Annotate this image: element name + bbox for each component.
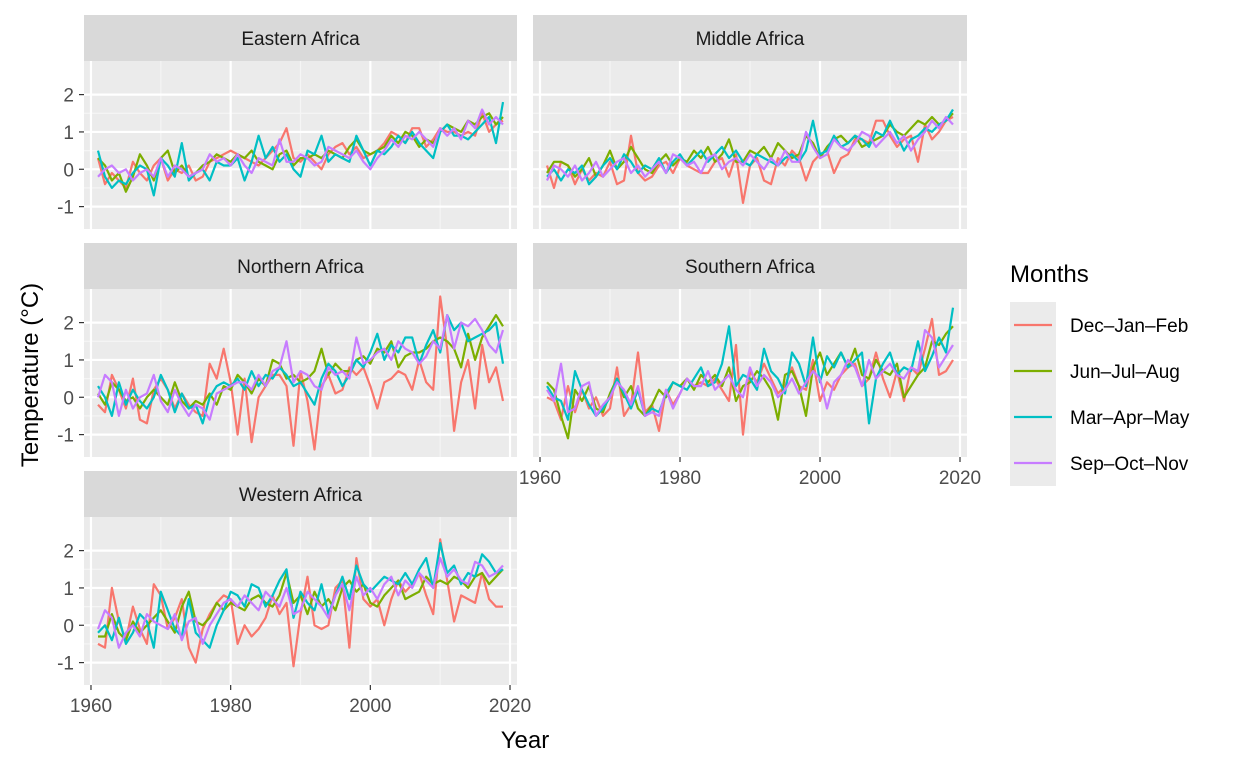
series-line-sep-oct-nov bbox=[96, 314, 505, 421]
x-axis-title: Year bbox=[501, 727, 550, 754]
legend-label-mar-apr-may: Mar–Apr–May bbox=[1070, 408, 1190, 429]
legend-label-sep-oct-nov: Sep–Oct–Nov bbox=[1070, 454, 1189, 475]
facet-strip-label: Eastern Africa bbox=[241, 29, 360, 50]
x-tick-label: 2000 bbox=[799, 468, 841, 489]
series-line-sep-oct-nov bbox=[546, 329, 954, 417]
y-tick-label: -1 bbox=[57, 654, 74, 675]
facet-panels: Eastern Africa -1 0 1 2 Middle Africa Northern… bbox=[57, 15, 981, 717]
legend-label-dec-jan-feb: Dec–Jan–Feb bbox=[1070, 316, 1188, 337]
x-tick-label: 2020 bbox=[939, 468, 981, 489]
legend-title: Months bbox=[1010, 261, 1089, 288]
facet-strip bbox=[84, 471, 517, 517]
x-tick-label: 1960 bbox=[519, 468, 561, 489]
x-tick-label: 2000 bbox=[349, 696, 391, 717]
y-tick-label: 0 bbox=[63, 388, 74, 409]
facet-strip-label: Northern Africa bbox=[237, 257, 364, 278]
facet-strip bbox=[533, 243, 967, 289]
series-line-mar-apr-may bbox=[96, 101, 505, 197]
series-line-mar-apr-may bbox=[97, 541, 504, 649]
y-tick-label: -1 bbox=[57, 198, 74, 219]
facet-panel-southern-africa: Southern Africa 1960 1980 2000 2020 bbox=[519, 243, 981, 489]
y-tick-label: 1 bbox=[63, 579, 74, 600]
facet-strip-label: Western Africa bbox=[239, 485, 363, 506]
series-line-mar-apr-may bbox=[97, 314, 505, 425]
facet-strip bbox=[533, 15, 967, 61]
y-tick-label: 0 bbox=[63, 616, 74, 637]
facet-strip-label: Southern Africa bbox=[685, 257, 815, 278]
facet-panel-western-africa: Western Africa -1 0 1 2 1960 1980 2000 2020 bbox=[57, 471, 531, 717]
legend-label-jun-jul-aug: Jun–Jul–Aug bbox=[1070, 362, 1180, 383]
facet-strip bbox=[84, 15, 517, 61]
facet-panel-eastern-africa: Eastern Africa -1 0 1 2 bbox=[57, 15, 517, 229]
legend: Months Dec–Jan–Feb Jun–Jul–Aug Mar–Apr–May… bbox=[1010, 261, 1190, 486]
facet-panel-northern-africa: Northern Africa -1 0 1 2 bbox=[57, 243, 517, 457]
x-tick-label: 2020 bbox=[489, 696, 531, 717]
series-line-sep-oct-nov bbox=[546, 115, 954, 182]
x-tick-label: 1980 bbox=[659, 468, 701, 489]
y-tick-label: 2 bbox=[63, 86, 74, 107]
series-line-sep-oct-nov bbox=[97, 108, 504, 182]
y-tick-label: -1 bbox=[57, 426, 74, 447]
y-tick-label: 1 bbox=[63, 351, 74, 372]
x-tick-label: 1960 bbox=[70, 696, 112, 717]
facet-strip-label: Middle Africa bbox=[696, 29, 805, 50]
y-tick-label: 2 bbox=[63, 314, 74, 335]
y-tick-label: 2 bbox=[63, 542, 74, 563]
series-line-sep-oct-nov bbox=[96, 556, 504, 649]
facet-strip bbox=[84, 243, 517, 289]
facet-panel-middle-africa: Middle Africa bbox=[533, 15, 967, 229]
y-tick-label: 1 bbox=[63, 123, 74, 144]
y-tick-label: 0 bbox=[63, 160, 74, 181]
x-tick-label: 1980 bbox=[210, 696, 252, 717]
y-axis-title: Temperature (°C) bbox=[17, 283, 44, 467]
